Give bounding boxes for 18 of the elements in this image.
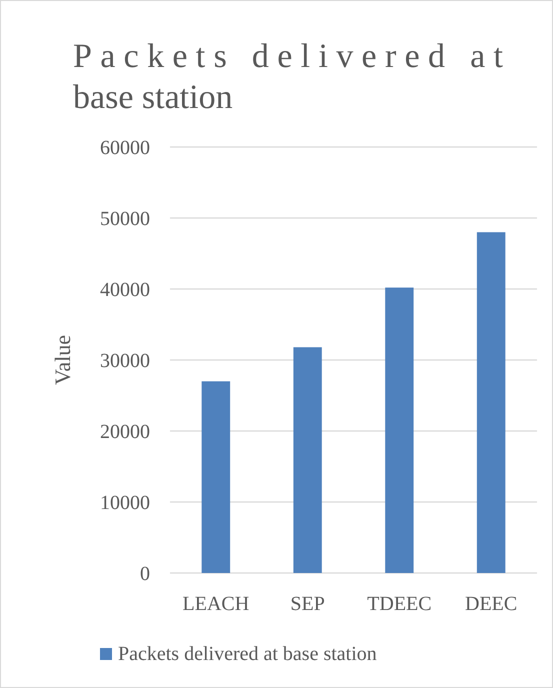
y-tick-label: 40000 [100,279,150,301]
y-tick-label: 10000 [100,492,150,514]
x-tick-label: LEACH [182,593,250,615]
bar [385,288,414,573]
x-tick-label: SEP [290,593,325,615]
y-tick-label: 0 [140,563,150,585]
y-tick-label: 50000 [100,208,150,230]
chart-title: Packets delivered at base station [73,38,504,116]
bar [293,347,322,573]
legend-label: Packets delivered at base station [118,643,377,665]
bar [476,232,506,573]
y-axis-title: Value [50,334,75,386]
y-tick-label: 60000 [100,137,150,159]
y-tick-label: 30000 [100,350,150,372]
x-tick-label: TDEEC [367,593,432,615]
x-tick-label: DEEC [465,593,518,615]
y-tick-label: 20000 [100,421,150,443]
bar [202,381,230,573]
